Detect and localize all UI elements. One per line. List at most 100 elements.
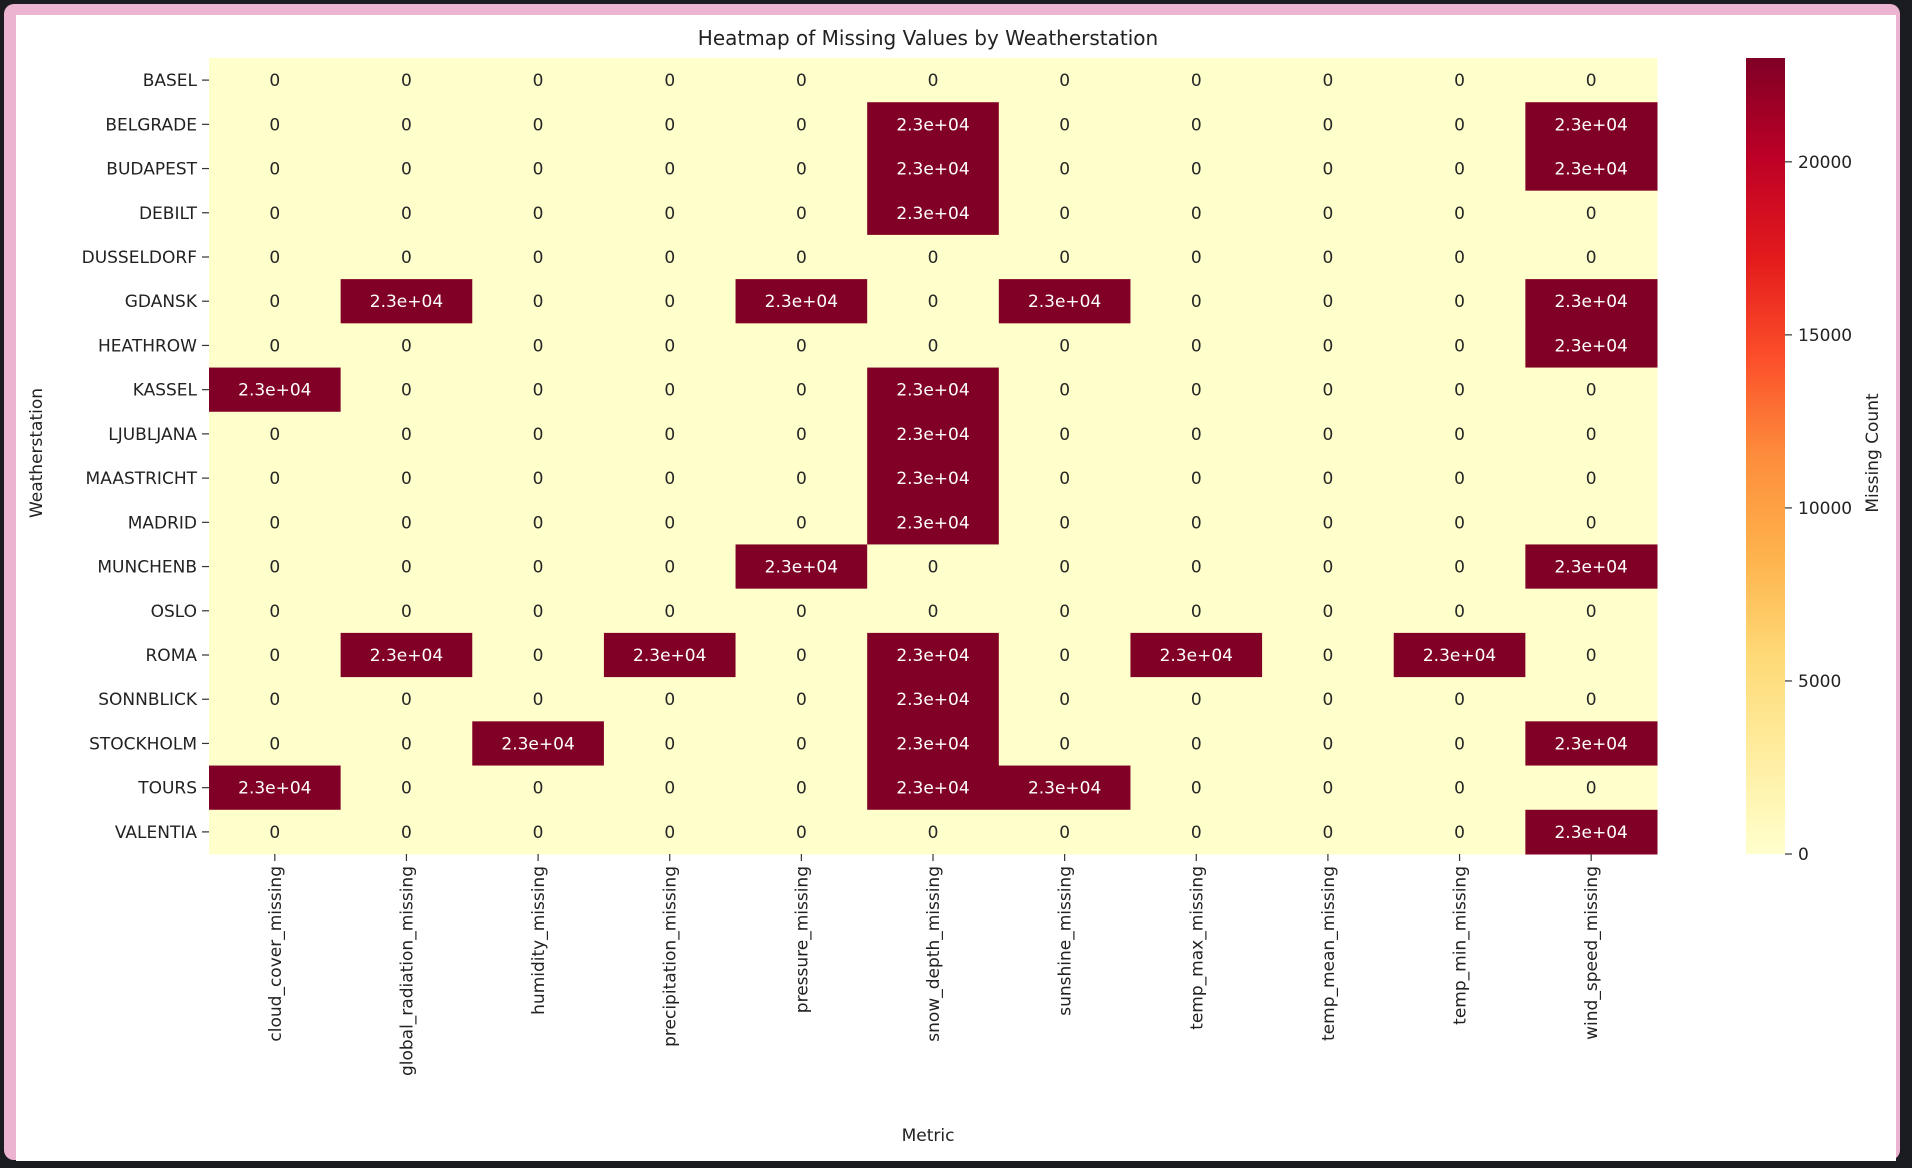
cell-annotation: 2.3e+04	[1554, 558, 1627, 578]
cell-annotation: 0	[664, 204, 675, 224]
cell-annotation: 2.3e+04	[896, 646, 969, 666]
y-tick-label: DUSSELDORF	[82, 248, 197, 268]
heatmap-cell	[1525, 588, 1658, 634]
x-tick-label: snow_depth_missing	[924, 866, 944, 1042]
cell-annotation: 0	[1454, 292, 1465, 312]
cell-annotation: 0	[1586, 71, 1597, 91]
heatmap-cell	[998, 190, 1131, 236]
cell-annotation: 0	[664, 690, 675, 710]
heatmap-cell	[1393, 456, 1526, 501]
heatmap-cell	[209, 588, 342, 634]
heatmap-cell	[603, 279, 737, 324]
cell-annotation: 0	[664, 425, 675, 445]
heatmap-cell	[998, 500, 1131, 545]
heatmap-cell	[340, 500, 473, 545]
heatmap-cell	[1262, 500, 1395, 545]
heatmap-cell	[209, 323, 342, 369]
heatmap-cell	[209, 809, 342, 855]
heatmap-cell	[867, 102, 1000, 147]
x-tick-label: temp_mean_missing	[1319, 866, 1339, 1041]
heatmap-cell	[1262, 721, 1395, 767]
cell-annotation: 0	[1322, 336, 1333, 356]
cell-annotation: 0	[1322, 513, 1333, 533]
heatmap-cell	[1393, 632, 1526, 678]
heatmap-cell	[735, 588, 868, 634]
heatmap-cell	[209, 234, 342, 280]
cell-annotation: 0	[796, 779, 807, 799]
cell-annotation: 0	[1322, 823, 1333, 843]
heatmap-cell	[340, 146, 473, 192]
cell-annotation: 0	[1191, 336, 1202, 356]
cell-annotation: 0	[1586, 425, 1597, 445]
cell-annotation: 0	[1059, 204, 1070, 224]
heatmap-cell	[867, 500, 1000, 545]
y-tick-label: BELGRADE	[105, 115, 197, 135]
cell-annotation: 0	[1059, 160, 1070, 180]
heatmap-cell	[998, 279, 1131, 324]
cell-annotation: 0	[401, 513, 412, 533]
heatmap-cell	[209, 500, 342, 545]
heatmap-cell	[1262, 456, 1395, 501]
heatmap-cell	[867, 279, 1000, 324]
heatmap-cell	[1262, 190, 1395, 236]
cell-annotation: 0	[928, 292, 939, 312]
cell-annotation: 0	[1454, 690, 1465, 710]
cell-annotation: 0	[269, 690, 280, 710]
cell-annotation: 0	[1059, 248, 1070, 268]
cell-annotation: 0	[401, 248, 412, 268]
cell-annotation: 0	[1454, 425, 1465, 445]
cell-annotation: 0	[664, 513, 675, 533]
heatmap-cell	[1262, 146, 1395, 192]
heatmap-cell	[472, 102, 605, 147]
heatmap-cell	[1525, 279, 1658, 324]
cell-annotation: 2.3e+04	[896, 690, 969, 710]
cell-annotation: 2.3e+04	[896, 779, 969, 799]
cell-annotation: 0	[1059, 381, 1070, 401]
cell-annotation: 0	[401, 823, 412, 843]
heatmap-cell	[603, 190, 737, 236]
heatmap-cell	[1262, 765, 1395, 811]
cell-annotation: 0	[1586, 646, 1597, 666]
cell-annotation: 0	[401, 204, 412, 224]
y-axis-label: Weatherstation	[27, 388, 47, 518]
heatmap-cell	[1130, 146, 1263, 192]
cell-annotation: 0	[1322, 292, 1333, 312]
x-tick-label: wind_speed_missing	[1582, 866, 1602, 1040]
heatmap-cell	[1525, 411, 1658, 457]
cell-annotation: 0	[401, 336, 412, 356]
cell-annotation: 2.3e+04	[765, 558, 838, 578]
cell-annotation: 0	[1322, 558, 1333, 578]
heatmap-cell	[340, 544, 473, 590]
y-tick-label: GDANSK	[125, 292, 198, 312]
heatmap-cell	[1393, 190, 1526, 236]
heatmap-cell	[472, 809, 605, 855]
heatmap-cell	[1393, 323, 1526, 369]
heatmap-cell	[867, 234, 1000, 280]
cell-annotation: 0	[928, 248, 939, 268]
heatmap-cell	[998, 809, 1131, 855]
cell-annotation: 0	[1191, 160, 1202, 180]
cell-annotation: 2.3e+04	[896, 734, 969, 754]
cell-annotation: 0	[1586, 381, 1597, 401]
cell-annotation: 0	[533, 115, 544, 135]
cell-annotation: 2.3e+04	[896, 513, 969, 533]
cell-annotation: 0	[533, 558, 544, 578]
heatmap-cell	[1525, 58, 1658, 103]
heatmap-cell	[1525, 190, 1658, 236]
cell-annotation: 0	[533, 646, 544, 666]
y-tick-label: LJUBLJANA	[108, 425, 197, 445]
cell-annotation: 0	[928, 602, 939, 622]
cell-annotation: 0	[269, 115, 280, 135]
heatmap-cell	[472, 544, 605, 590]
heatmap-cell	[1525, 809, 1658, 855]
cell-annotation: 0	[796, 690, 807, 710]
heatmap-cell	[1130, 279, 1263, 324]
heatmap-cell	[340, 677, 473, 722]
heatmap-cell	[998, 411, 1131, 457]
cell-annotation: 0	[269, 160, 280, 180]
cell-annotation: 2.3e+04	[1554, 160, 1627, 180]
cell-annotation: 0	[533, 513, 544, 533]
heatmap-cell	[340, 279, 473, 324]
cell-annotation: 0	[1322, 734, 1333, 754]
heatmap-cell	[209, 411, 342, 457]
